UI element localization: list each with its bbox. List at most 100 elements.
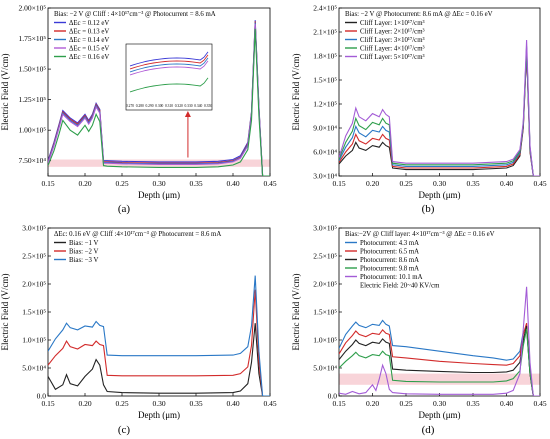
legend-label-1: Bias: −1 V [69, 240, 98, 247]
x-tick-label: 0.25 [115, 399, 128, 408]
series-line-5 [48, 28, 270, 176]
y-axis-label: Electric Field (V/cm) [0, 274, 10, 351]
y-tick-label: 7.50×10⁴ [19, 156, 47, 165]
inset-x-tick-label: 0.350 [204, 104, 212, 108]
series-line-5 [339, 39, 540, 176]
x-tick-label: 0.25 [399, 399, 412, 408]
series-group [339, 286, 540, 396]
legend-label-4: Cliff Layer: 4×10¹⁷/cm³ [360, 46, 425, 53]
series-group [339, 39, 540, 176]
x-tick-label: 0.45 [533, 399, 546, 408]
panel-label: (b) [422, 203, 435, 215]
x-tick-label: 0.40 [500, 399, 513, 408]
y-tick-label: 5.0×10⁴ [313, 364, 337, 373]
x-tick-label: 0.35 [189, 179, 202, 188]
x-axis-label: Depth (μm) [138, 190, 180, 200]
legend-label-2: Bias: −2 V [69, 249, 98, 256]
legend-title: Bias: −2 V @ Cliff : 4×10¹⁷cm⁻³ @ Photoc… [54, 11, 216, 18]
x-tick-label: 0.30 [152, 179, 165, 188]
inset-arrow-head [184, 111, 191, 117]
legend-label-3: ΔEc = 0.14 eV [69, 37, 109, 44]
legend-title: Bias:−2V @ Cliff layer: 4×10¹⁷cm⁻³ @ ΔEc… [345, 231, 495, 238]
y-tick-label: 9.0×10⁴ [313, 124, 337, 133]
panel-label: (c) [118, 424, 131, 436]
series-line-5 [339, 286, 540, 396]
series-line-3 [48, 275, 270, 396]
y-axis-label: Electric Field (V/cm) [291, 54, 301, 131]
x-tick-label: 0.25 [399, 179, 412, 188]
y-tick-label: 1.75×10⁵ [19, 34, 47, 43]
x-tick-label: 0.15 [332, 179, 345, 188]
x-tick-label: 0.20 [366, 179, 379, 188]
legend-label-4: ΔEc = 0.15 eV [69, 46, 109, 53]
y-tick-label: 0.0 [328, 392, 338, 401]
x-axis-label: Depth (μm) [418, 190, 460, 200]
legend-title: Bias: −2 V @ Photocurrent: 8.6 mA @ ΔEc … [345, 11, 493, 18]
y-tick-label: 1.5×10⁵ [22, 308, 46, 317]
chart-panel-a: 0.15 0.20 0.25 0.30 0.35 0.40 0.45 7.50×10⁴ 1.00… [0, 4, 277, 216]
x-tick-label: 0.30 [433, 399, 446, 408]
y-tick-label: 1.5×10⁵ [313, 76, 337, 85]
x-tick-label: 0.35 [466, 399, 479, 408]
inset-series-1 [129, 51, 209, 67]
x-tick-label: 0.25 [115, 179, 128, 188]
inset-x-tick-label: 0.330 [184, 104, 192, 108]
x-tick-label: 0.30 [433, 179, 446, 188]
x-tick-label: 0.45 [263, 179, 276, 188]
y-tick-label: 1.0×10⁵ [313, 336, 337, 345]
inset-x-tick-label: 0.310 [165, 104, 173, 108]
legend-label-1: ΔEc = 0.12 eV [69, 20, 109, 27]
x-tick-label: 0.15 [41, 399, 54, 408]
y-tick-label: 2.5×10⁵ [22, 252, 46, 261]
inset-x-tick-label: 0.340 [194, 104, 202, 108]
legend-label-5: Cliff Layer: 5×10¹⁷/cm³ [360, 54, 425, 61]
y-tick-label: 5.0×10⁴ [22, 364, 46, 373]
inset-x-tick-label: 0.290 [145, 104, 153, 108]
legend-label-2: ΔEc = 0.13 eV [69, 29, 109, 36]
x-tick-label: 0.40 [500, 179, 513, 188]
legend-label-3: Photocurrent: 8.6 mA [360, 257, 419, 264]
x-axis-label: Depth (μm) [418, 410, 460, 420]
legend-title: ΔEc: 0.16 eV @ Cliff :4×10¹⁷cm⁻³ @ Photo… [54, 231, 221, 238]
x-tick-label: 0.40 [226, 399, 239, 408]
x-tick-label: 0.45 [533, 179, 546, 188]
inset-series-3 [129, 57, 209, 73]
series-line-1 [48, 323, 270, 396]
y-tick-label: 0.0 [37, 392, 47, 401]
x-tick-label: 0.20 [366, 399, 379, 408]
legend-label-2: Cliff Layer: 2×10¹⁷/cm³ [360, 29, 425, 36]
legend-label-3: Cliff Layer: 3×10¹⁷/cm³ [360, 37, 425, 44]
x-tick-label: 0.30 [152, 399, 165, 408]
inset-series-4 [129, 60, 209, 76]
y-tick-label: 2.00×10⁵ [19, 4, 47, 13]
y-tick-label: 1.25×10⁵ [19, 95, 47, 104]
y-tick-label: 1.5×10⁵ [313, 308, 337, 317]
y-tick-label: 1.50×10⁵ [19, 65, 47, 74]
series-line-2 [339, 50, 540, 176]
y-tick-label: 2.0×10⁵ [22, 280, 46, 289]
y-tick-label: 1.2×10⁵ [313, 100, 337, 109]
highlight-band-legend-label: Electric Field: 20~40 KV/cm [360, 283, 440, 290]
y-tick-label: 3.0×10⁴ [313, 172, 337, 181]
legend-label-2: Photocurrent: 6.5 mA [360, 249, 419, 256]
series-line-3 [339, 47, 540, 176]
legend-label-5: ΔEc = 0.16 eV [69, 54, 109, 61]
y-tick-label: 2.1×10⁵ [313, 28, 337, 37]
x-tick-label: 0.45 [263, 399, 276, 408]
series-line-2 [48, 289, 270, 396]
inset-series-5 [129, 77, 209, 93]
series-group [48, 275, 270, 396]
inset-x-tick-label: 0.320 [175, 104, 183, 108]
y-tick-label: 1.8×10⁵ [313, 52, 337, 61]
y-tick-label: 3.0×10⁵ [313, 224, 337, 233]
x-tick-label: 0.40 [226, 179, 239, 188]
x-axis-label: Depth (μm) [138, 410, 180, 420]
series-line-1 [339, 51, 540, 176]
chart-panel-d: 0.15 0.20 0.25 0.30 0.35 0.40 0.45 0.0 5.0×10⁴ 1.… [291, 224, 547, 437]
chart-panel-c: 0.15 0.20 0.25 0.30 0.35 0.40 0.45 0.0 5.0×10⁴ 1.… [0, 224, 277, 437]
inset-x-tick-label: 0.270 [126, 104, 134, 108]
highlight-band [339, 373, 540, 385]
series-line-2 [339, 323, 540, 396]
x-tick-label: 0.20 [78, 399, 91, 408]
